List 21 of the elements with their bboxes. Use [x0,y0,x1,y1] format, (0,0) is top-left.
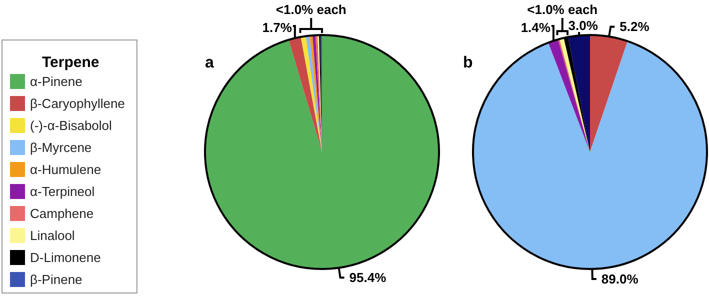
data-label: 95.4% [349,270,387,286]
legend-label: Camphene [30,206,94,221]
legend-title: Terpene [42,54,100,71]
legend-label: D-Limonene [30,250,101,265]
legend-label: Linalool [30,228,75,243]
data-label: 5.2% [620,19,650,34]
slice-label: a [205,54,214,72]
data-label: 3.0% [568,18,598,33]
legend-label: α-Terpineol [30,184,95,199]
text: <1.0% each [527,2,598,17]
legend-label: β-Caryophyllene [30,96,125,111]
legend-label: β-Pinene [30,272,82,287]
legend-label: α-Pinene [30,74,82,89]
legend-label: (-)-α-Bisabolol [30,118,112,133]
text: <1.0% each [276,2,346,17]
slice-label: b [463,54,473,72]
data-label: 1.7% [262,20,292,35]
legend-label: α-Humulene [30,162,102,177]
legend-label: β-Myrcene [30,140,92,155]
data-label: 89.0% [601,271,639,286]
data-label: 1.4% [520,20,551,35]
